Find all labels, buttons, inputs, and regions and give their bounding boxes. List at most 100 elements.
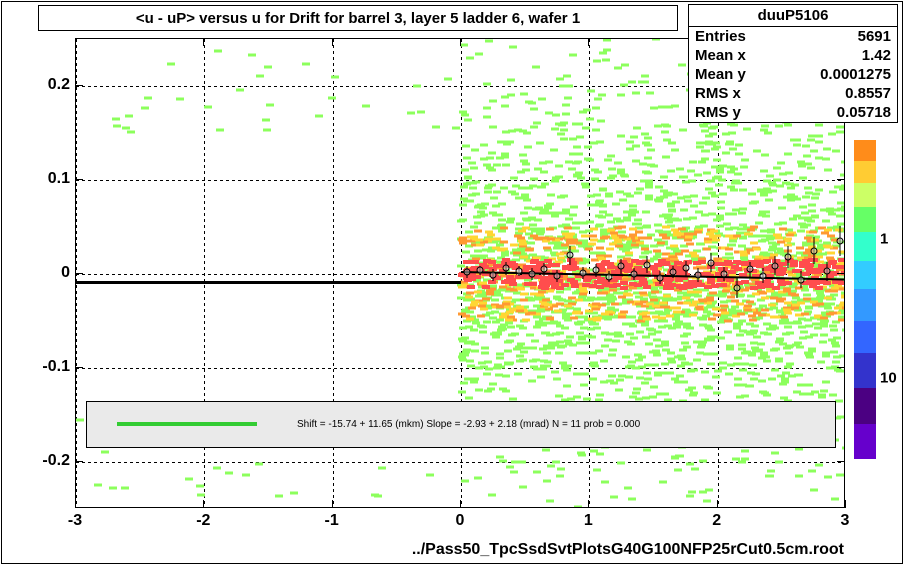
density-cell: [528, 312, 536, 315]
x-tick-label: 2: [712, 512, 721, 530]
density-cell: [775, 125, 783, 128]
density-cell: [639, 278, 647, 282]
density-cell: [579, 293, 587, 296]
density-cell: [581, 373, 589, 376]
density-cell: [786, 344, 794, 347]
density-cell: [739, 223, 747, 226]
density-cell: [510, 243, 518, 246]
density-cell: [683, 326, 691, 329]
density-cell: [634, 218, 642, 221]
density-cell: [748, 192, 756, 195]
density-cell: [644, 157, 652, 160]
density-cell: [699, 490, 707, 493]
density-cell: [727, 165, 735, 168]
density-cell: [741, 450, 749, 453]
density-cell: [644, 136, 652, 139]
density-cell: [500, 227, 508, 230]
density-cell: [641, 74, 649, 77]
density-cell: [654, 374, 662, 377]
density-cell: [618, 296, 626, 299]
density-cell: [624, 266, 632, 270]
density-cell: [838, 287, 845, 290]
density-cell: [800, 330, 808, 333]
density-cell: [635, 302, 643, 305]
density-cell: [662, 305, 670, 308]
density-cell: [641, 252, 649, 255]
density-cell: [556, 253, 564, 256]
x-tick-label: -2: [196, 512, 210, 530]
density-cell: [557, 133, 565, 136]
density-cell: [483, 320, 491, 323]
density-cell: [540, 211, 548, 214]
density-cell: [535, 206, 543, 209]
density-cell: [467, 364, 475, 367]
density-cell: [592, 303, 600, 306]
density-cell: [641, 81, 649, 84]
y-tick: [837, 273, 845, 274]
density-cell: [733, 234, 741, 237]
density-cell: [518, 460, 526, 463]
density-cell: [583, 397, 591, 400]
density-cell: [655, 345, 663, 348]
density-cell: [768, 241, 776, 244]
density-cell: [768, 327, 776, 330]
density-cell: [795, 448, 803, 451]
density-cell: [767, 229, 775, 232]
density-cell: [570, 205, 578, 208]
density-cell: [558, 124, 566, 127]
profile-marker: [746, 266, 753, 273]
density-cell: [463, 200, 471, 203]
density-cell: [562, 265, 570, 269]
density-cell: [727, 186, 735, 189]
density-cell: [496, 352, 504, 355]
density-cell: [670, 192, 678, 195]
density-cell: [167, 63, 175, 66]
density-cell: [589, 235, 597, 238]
density-cell: [536, 141, 544, 144]
density-cell: [650, 385, 658, 388]
density-cell: [830, 328, 838, 331]
density-cell: [700, 141, 708, 144]
density-cell: [315, 114, 323, 117]
density-cell: [650, 164, 658, 167]
density-cell: [197, 493, 205, 496]
density-cell: [592, 128, 600, 131]
density-cell: [650, 286, 658, 289]
density-cell: [607, 176, 615, 179]
density-cell: [661, 363, 669, 366]
density-cell: [654, 198, 662, 201]
density-cell: [214, 50, 222, 53]
density-cell: [101, 451, 109, 454]
density-cell: [707, 328, 715, 331]
density-cell: [464, 239, 472, 242]
density-cell: [642, 312, 650, 315]
density-cell: [817, 361, 825, 364]
density-cell: [543, 365, 551, 368]
density-cell: [491, 310, 499, 313]
density-cell: [533, 367, 541, 370]
density-cell: [667, 169, 675, 172]
density-cell: [708, 142, 716, 145]
density-cell: [507, 79, 515, 82]
density-cell: [627, 322, 635, 325]
density-cell: [496, 356, 504, 359]
stats-meanx-val: 1.42: [862, 47, 891, 64]
density-cell: [647, 149, 655, 152]
density-cell: [822, 355, 830, 358]
density-cell: [481, 352, 489, 355]
density-cell: [541, 303, 549, 306]
density-cell: [751, 200, 759, 203]
density-cell: [531, 339, 539, 342]
density-cell: [501, 104, 509, 107]
density-cell: [624, 340, 632, 343]
density-cell: [663, 139, 671, 142]
density-cell: [560, 194, 568, 197]
density-cell: [618, 316, 626, 319]
density-cell: [485, 184, 493, 187]
density-cell: [797, 383, 805, 386]
x-tick: [717, 500, 718, 508]
profile-marker: [477, 267, 484, 274]
density-cell: [582, 126, 590, 129]
density-cell: [782, 371, 790, 374]
density-cell: [483, 164, 491, 167]
